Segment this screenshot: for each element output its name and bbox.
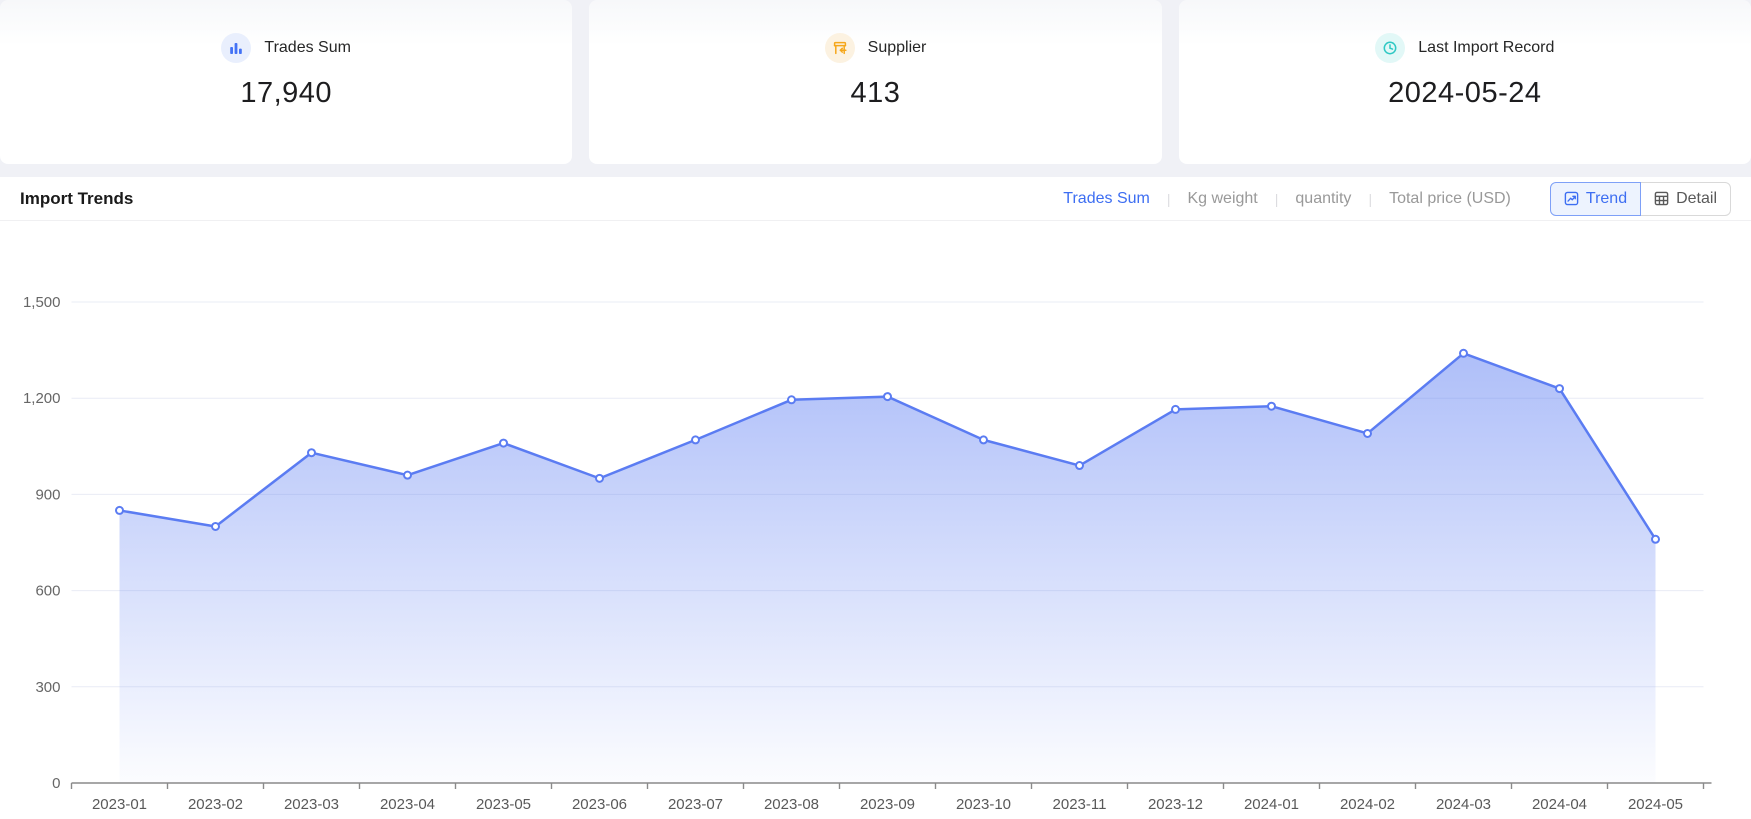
metric-quantity[interactable]: quantity	[1295, 189, 1352, 207]
storefront-icon	[824, 32, 855, 63]
x-axis-tick-label: 2023-06	[572, 796, 627, 813]
data-point	[691, 435, 700, 445]
import-trends-chart: 0 300 600 900 1,200 1,500 2023-01 2023-02 2023-0…	[0, 221, 1751, 819]
data-point	[1459, 348, 1468, 358]
detail-view-label: Detail	[1676, 189, 1717, 207]
import-trends-header: Import Trends Trades Sum | Kg weight | q…	[0, 177, 1751, 221]
x-axis-tick-label: 2023-11	[1053, 796, 1107, 813]
data-point	[883, 392, 892, 402]
data-point	[1363, 428, 1372, 438]
trend-view-label: Trend	[1585, 189, 1628, 207]
stat-card-value: 17,940	[240, 76, 333, 109]
trend-chart-icon	[1564, 191, 1579, 206]
bar-chart-icon	[221, 32, 252, 63]
metric-separator: |	[1166, 190, 1171, 207]
data-point	[979, 435, 988, 445]
x-axis-tick-label: 2023-01	[92, 796, 147, 813]
x-axis-tick-label: 2024-03	[1436, 796, 1491, 813]
metric-separator: |	[1368, 190, 1373, 207]
data-point	[307, 448, 316, 458]
y-axis-tick-label: 1,200	[23, 390, 61, 407]
detail-view-button[interactable]: Detail	[1640, 181, 1731, 216]
section-title: Import Trends	[20, 188, 134, 208]
data-point	[1171, 404, 1180, 414]
x-axis-tick-label: 2024-05	[1628, 796, 1683, 813]
y-axis-tick-label: 300	[35, 679, 60, 696]
x-axis-tick-label: 2024-02	[1340, 796, 1395, 813]
data-point	[595, 473, 604, 483]
metric-kg-weight[interactable]: Kg weight	[1187, 189, 1258, 207]
data-point	[211, 521, 220, 531]
y-axis-tick-label: 600	[35, 583, 60, 600]
stat-card-label: Trades Sum	[264, 38, 351, 56]
y-axis-tick-label: 0	[52, 775, 60, 792]
x-axis-tick-label: 2023-05	[476, 796, 531, 813]
stat-card-value: 413	[850, 76, 901, 109]
data-point	[1267, 401, 1276, 411]
x-axis-tick-label: 2023-04	[380, 796, 435, 813]
x-axis-tick-label: 2023-08	[764, 796, 819, 813]
series-area	[119, 353, 1656, 783]
data-point	[1651, 534, 1660, 544]
x-axis-tick-label: 2023-02	[188, 796, 243, 813]
y-axis-tick-label: 1,500	[23, 294, 61, 311]
stat-card-header: Trades Sum	[221, 32, 351, 63]
x-axis-tick-label: 2023-07	[668, 796, 723, 813]
metric-total-price[interactable]: Total price (USD)	[1389, 189, 1511, 207]
stat-card-label: Supplier	[867, 38, 927, 56]
stat-card-header: Supplier	[824, 32, 927, 63]
data-point	[499, 438, 508, 448]
table-icon	[1654, 191, 1669, 206]
metric-separator: |	[1274, 190, 1279, 207]
x-axis-tick-label: 2023-12	[1148, 796, 1203, 813]
stat-cards-row: Trades Sum 17,940 Supplier 413	[0, 0, 1751, 164]
view-toggle-group: Trend Detail	[1549, 181, 1731, 216]
x-axis-tick-label: 2024-04	[1532, 796, 1587, 813]
trend-view-button[interactable]: Trend	[1549, 181, 1642, 216]
stat-card-supplier: Supplier 413	[589, 0, 1162, 164]
x-axis-tick-label: 2023-09	[860, 796, 915, 813]
clock-icon	[1375, 32, 1406, 63]
data-point	[403, 470, 412, 480]
chart-canvas: 0 300 600 900 1,200 1,500 2023-01 2023-02 2023-0…	[23, 294, 1712, 813]
data-point	[1075, 461, 1084, 471]
stat-card-value: 2024-05-24	[1388, 76, 1542, 109]
x-axis-tick-label: 2024-01	[1244, 796, 1299, 813]
stat-card-label: Last Import Record	[1418, 38, 1555, 56]
stat-card-header: Last Import Record	[1375, 32, 1555, 63]
data-point	[1555, 384, 1564, 394]
data-point	[787, 395, 796, 405]
stat-card-last-import: Last Import Record 2024-05-24	[1178, 0, 1751, 164]
metric-trades-sum[interactable]: Trades Sum	[1063, 189, 1150, 207]
y-axis-tick-label: 900	[35, 486, 60, 503]
x-axis-tick-label: 2023-10	[956, 796, 1011, 813]
x-axis-tick-label: 2023-03	[284, 796, 339, 813]
stat-card-trades-sum: Trades Sum 17,940	[0, 0, 573, 164]
metric-switcher: Trades Sum | Kg weight | quantity | Tota…	[1063, 181, 1731, 216]
data-point	[115, 505, 124, 515]
